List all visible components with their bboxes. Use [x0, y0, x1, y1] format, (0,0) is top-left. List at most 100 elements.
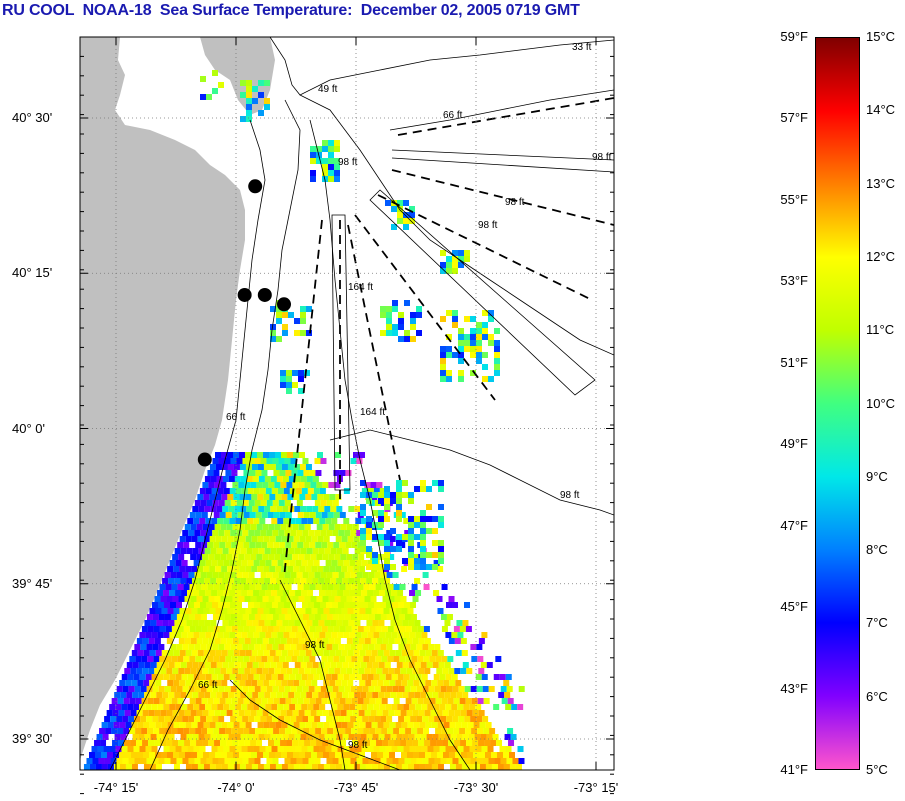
sst-pixel: [227, 638, 233, 644]
sst-pixel: [197, 596, 203, 602]
depth-label: 33 ft: [572, 42, 592, 53]
sst-pixel: [224, 488, 230, 494]
sst-pixel: [244, 584, 250, 590]
sst-pixel: [294, 650, 300, 656]
sst-pixel: [254, 530, 260, 536]
sst-pixel: [236, 644, 242, 650]
sst-pixel: [446, 716, 452, 722]
sst-pixel: [328, 158, 334, 164]
sst-pixel: [344, 716, 350, 722]
sst-pixel: [139, 662, 145, 668]
sst-pixel: [434, 758, 440, 764]
sst-pixel: [211, 734, 217, 740]
sst-pixel: [470, 328, 476, 334]
sst-pixel: [220, 554, 226, 560]
sst-pixel: [386, 716, 392, 722]
sst-pixel: [184, 626, 190, 632]
sst-pixel: [294, 318, 300, 324]
sst-pixel: [385, 704, 391, 710]
sst-pixel: [223, 476, 229, 482]
sst-pixel: [251, 752, 257, 758]
sst-pixel: [277, 704, 283, 710]
sst-pixel: [269, 566, 275, 572]
sst-pixel: [177, 656, 183, 662]
sst-pixel: [98, 746, 104, 752]
sst-pixel: [151, 662, 157, 668]
sst-pixel: [360, 504, 366, 510]
sst-pixel: [395, 638, 401, 644]
sst-pixel: [476, 346, 482, 352]
sst-pixel: [360, 692, 366, 698]
sst-pixel: [310, 158, 316, 164]
sst-pixel: [280, 668, 286, 674]
sst-pixel: [156, 764, 162, 770]
sst-pixel: [209, 710, 215, 716]
sst-pixel: [293, 566, 299, 572]
sst-pixel: [323, 608, 329, 614]
sst-pixel: [347, 710, 353, 716]
sst-pixel: [140, 716, 146, 722]
sst-pixel: [170, 560, 176, 566]
sst-pixel: [184, 668, 190, 674]
sst-pixel: [389, 638, 395, 644]
sst-pixel: [397, 704, 403, 710]
sst-pixel: [264, 722, 270, 728]
sst-pixel: [263, 596, 269, 602]
sst-pixel: [490, 740, 496, 746]
sst-pixel: [275, 524, 281, 530]
sst-pixel: [366, 516, 372, 522]
sst-pixel: [203, 752, 209, 758]
sst-pixel: [200, 758, 206, 764]
sst-pixel: [236, 602, 242, 608]
sst-pixel: [313, 476, 319, 482]
sst-pixel: [350, 458, 356, 464]
sst-pixel: [228, 536, 234, 542]
sst-pixel: [221, 710, 227, 716]
sst-pixel: [216, 464, 222, 470]
sst-pixel: [458, 250, 464, 256]
sst-pixel: [171, 572, 177, 578]
sst-pixel: [374, 746, 380, 752]
sst-pixel: [306, 764, 312, 770]
sst-pixel: [383, 638, 389, 644]
sst-pixel: [213, 614, 219, 620]
lat-tick-label: 40° 30': [12, 110, 52, 125]
sst-pixel: [104, 716, 110, 722]
sst-pixel: [200, 746, 206, 752]
sst-pixel: [464, 340, 470, 346]
sst-pixel: [128, 746, 134, 752]
sst-pixel: [230, 602, 236, 608]
sst-pixel: [129, 656, 135, 662]
sst-pixel: [308, 758, 314, 764]
sst-pixel: [282, 578, 288, 584]
sst-pixel: [375, 686, 381, 692]
sst-pixel: [219, 656, 225, 662]
sst-pixel: [268, 554, 274, 560]
sst-pixel: [441, 614, 447, 620]
sst-pixel: [272, 644, 278, 650]
sst-pixel: [251, 608, 257, 614]
sst-pixel: [390, 650, 396, 656]
sst-pixel: [458, 370, 464, 376]
sst-pixel: [326, 674, 332, 680]
sst-pixel: [354, 650, 360, 656]
sst-pixel: [354, 692, 360, 698]
sst-pixel: [370, 482, 376, 488]
sst-pixel: [322, 140, 328, 146]
sst-pixel: [271, 632, 277, 638]
sst-pixel: [507, 728, 513, 734]
sst-pixel: [256, 626, 262, 632]
sst-pixel: [460, 668, 466, 674]
sst-pixel: [247, 590, 253, 596]
sst-pixel: [310, 176, 316, 182]
sst-pixel: [330, 722, 336, 728]
sst-pixel: [466, 626, 472, 632]
sst-pixel: [219, 572, 225, 578]
sst-pixel: [464, 250, 470, 256]
sst-pixel: [242, 674, 248, 680]
sst-pixel: [414, 516, 420, 522]
sst-pixel: [191, 608, 197, 614]
sst-pixel: [408, 650, 414, 656]
sst-pixel: [366, 650, 372, 656]
sst-pixel: [510, 764, 516, 770]
